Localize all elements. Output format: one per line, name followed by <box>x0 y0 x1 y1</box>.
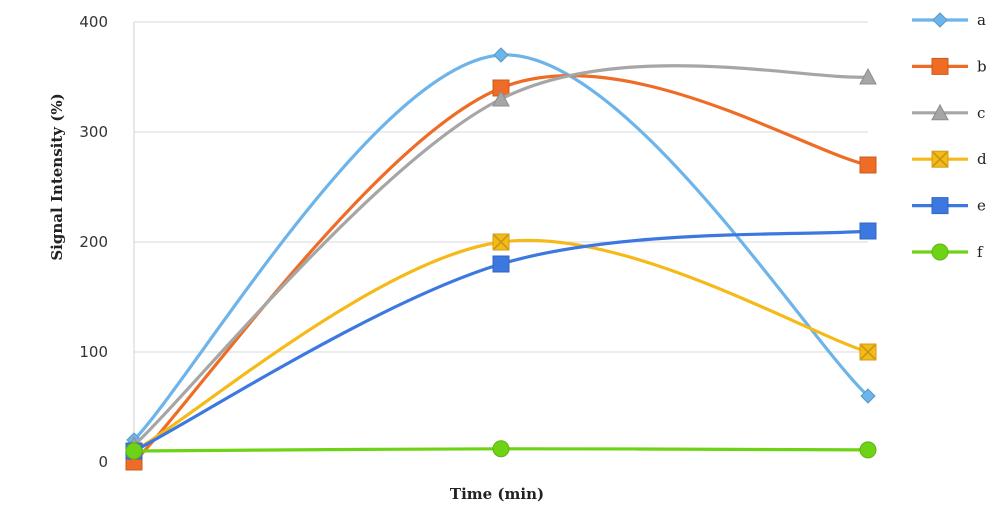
legend-item-b: b <box>912 57 987 75</box>
legend-item-e: e <box>912 197 986 215</box>
legend-marker-c <box>931 103 949 121</box>
legend-marker-a <box>932 12 948 28</box>
y-tick-label: 300 <box>79 123 108 141</box>
series-e-point <box>492 255 510 273</box>
grid-lines <box>134 21 868 353</box>
series-d-point <box>859 343 877 361</box>
legend-marker-f <box>931 243 949 261</box>
series-c-line <box>132 64 870 448</box>
y-tick-label: 200 <box>79 233 108 251</box>
series-f-point <box>125 442 143 460</box>
series-e <box>125 222 877 460</box>
legend-item-f: f <box>912 243 984 261</box>
legend-item-c: c <box>912 103 985 122</box>
legend-label: d <box>977 150 987 168</box>
series-a <box>126 47 876 448</box>
legend: a b c d e f <box>912 11 987 261</box>
legend-marker-b <box>931 57 949 75</box>
legend-marker-e <box>931 197 949 215</box>
series-layer <box>125 47 877 471</box>
series-b-point <box>859 156 877 174</box>
y-axis-ticks: 0 100 200 300 400 <box>79 13 108 471</box>
y-axis-title: Signal Intensity (%) <box>48 93 66 260</box>
series-d-point <box>492 233 510 251</box>
legend-label: a <box>977 11 986 29</box>
series-c-point <box>859 67 877 85</box>
legend-label: e <box>977 197 986 215</box>
series-a-point <box>493 47 509 63</box>
legend-item-a: a <box>912 11 986 29</box>
series-f <box>125 440 877 460</box>
series-f-point <box>859 441 877 459</box>
y-tick-label: 0 <box>98 453 108 471</box>
series-b <box>125 74 877 471</box>
series-a-point <box>860 388 876 404</box>
legend-item-d: d <box>912 150 987 168</box>
x-axis-title: Time (min) <box>450 485 544 503</box>
y-tick-label: 400 <box>79 13 108 31</box>
legend-label: b <box>977 57 987 75</box>
legend-marker-d <box>931 150 949 168</box>
series-e-point <box>859 222 877 240</box>
legend-label: c <box>977 104 985 122</box>
series-f-point <box>492 440 510 458</box>
y-tick-label: 100 <box>79 343 108 361</box>
legend-label: f <box>977 243 984 261</box>
series-c-point <box>492 89 510 107</box>
